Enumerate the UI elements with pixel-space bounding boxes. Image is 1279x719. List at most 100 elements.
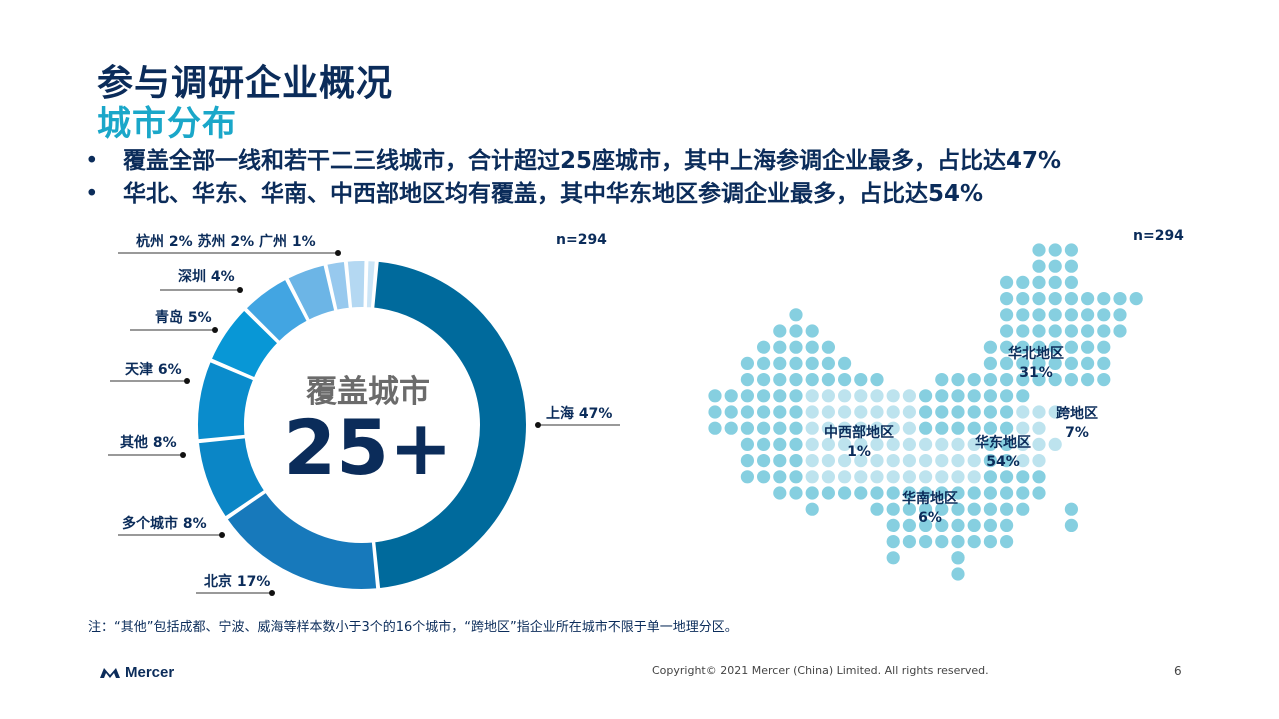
map-dot: [854, 470, 868, 484]
map-dot: [1000, 454, 1014, 468]
map-dot: [1016, 275, 1030, 289]
map-dot: [1048, 340, 1062, 354]
map-dot: [854, 454, 868, 468]
map-dot: [951, 567, 965, 581]
map-dot: [919, 389, 933, 403]
leader-dot: [335, 250, 341, 256]
map-dot: [1032, 356, 1046, 370]
map-dot: [870, 502, 884, 516]
map-dot: [886, 389, 900, 403]
donut-labels: 上海 47% 北京 17% 多个城市 8% 其他 8% 天津 6% 青岛 5% 深圳 4% 杭…: [108, 233, 620, 596]
map-dot: [1097, 324, 1111, 338]
map-dot: [1032, 470, 1046, 484]
slice-label: 深圳 4%: [178, 268, 235, 285]
map-dot: [967, 437, 981, 451]
map-dot: [1032, 421, 1046, 435]
map-dot: [1113, 308, 1127, 322]
map-dot: [740, 356, 755, 370]
bullet-list: • 覆盖全部一线和若干二三线城市，合计超过25座城市，其中上海参调企业最多，占比达…: [85, 145, 1061, 211]
logo-text: Mercer: [125, 664, 175, 681]
map-dot: [1064, 275, 1078, 289]
map-dot: [1016, 421, 1030, 435]
map-dot: [870, 470, 884, 484]
map-dot: [967, 421, 981, 435]
map-dot: [1000, 535, 1014, 549]
map-dot: [983, 470, 998, 484]
map-dot: [1000, 308, 1014, 322]
map-dot: [1032, 259, 1046, 273]
map-dot: [935, 470, 949, 484]
map-dot: [1064, 340, 1078, 354]
map-dot: [1016, 292, 1030, 306]
map-dot: [967, 373, 981, 387]
map-dot: [773, 340, 787, 354]
region-name: 华南地区: [902, 490, 958, 507]
map-dot: [886, 502, 900, 516]
map-dot: [805, 486, 819, 500]
map-dot: [1000, 486, 1014, 500]
map-dot: [805, 373, 819, 387]
map-dot: [789, 470, 803, 484]
map-dot: [967, 502, 981, 516]
map-dot: [951, 437, 965, 451]
map-dot: [724, 405, 738, 419]
map-dot: [789, 340, 803, 354]
map-dot: [789, 373, 803, 387]
map-dot: [1064, 518, 1078, 533]
map-dot: [886, 486, 900, 500]
map-dot: [1016, 308, 1030, 322]
bullet-item: • 华北、华东、华南、中西部地区均有覆盖，其中华东地区参调企业最多，占比达54%: [85, 178, 1061, 211]
map-dot: [805, 437, 819, 451]
china-dot-map: [708, 243, 1143, 581]
page-number: 6: [1174, 664, 1182, 678]
map-dot: [870, 454, 884, 468]
map-dot: [789, 389, 803, 403]
region-pct: 7%: [1065, 425, 1089, 441]
map-dot: [951, 535, 965, 549]
map-dot: [821, 421, 836, 435]
map-dot: [983, 518, 998, 533]
page-title: 参与调研企业概况: [97, 63, 394, 104]
map-dot: [789, 454, 803, 468]
region-pct: 31%: [1019, 365, 1053, 381]
map-dot: [935, 454, 949, 468]
map-dot: [1097, 292, 1111, 306]
map-dot: [757, 356, 771, 370]
map-dot: [983, 373, 998, 387]
donut-chart: [196, 259, 528, 591]
map-dot: [1064, 259, 1078, 273]
donut-slice: [225, 490, 379, 591]
map-dot: [757, 389, 771, 403]
donut-slice: [372, 259, 528, 591]
map-dot: [1016, 454, 1030, 468]
donut-slice: [244, 277, 310, 344]
donut-center-label: 覆盖城市: [305, 374, 430, 410]
map-dot: [870, 486, 884, 500]
map-dot: [1000, 405, 1014, 419]
region-pct: 54%: [986, 454, 1020, 470]
donut-slice: [286, 263, 337, 323]
map-dot: [902, 405, 917, 419]
slice-label: 多个城市 8%: [122, 515, 207, 532]
map-dot: [983, 454, 998, 468]
map-dot: [1032, 437, 1046, 451]
map-dot: [967, 518, 981, 533]
map-dot: [870, 373, 884, 387]
bullet-marker: •: [85, 181, 99, 207]
map-dot: [1081, 292, 1095, 306]
donut-slice: [325, 259, 351, 312]
map-dot: [983, 356, 998, 370]
donut-center-value: 25+: [283, 403, 452, 492]
map-dot: [805, 502, 819, 516]
leader-dot: [184, 378, 190, 384]
map-dot: [1048, 373, 1062, 387]
map-dot: [1081, 356, 1095, 370]
map-dot: [1032, 243, 1046, 257]
map-dot: [919, 437, 933, 451]
map-dot: [902, 502, 917, 516]
map-dot: [919, 518, 933, 533]
map-dot: [1016, 502, 1030, 516]
map-dot: [805, 454, 819, 468]
map-dot: [919, 535, 933, 549]
map-dot: [902, 535, 917, 549]
